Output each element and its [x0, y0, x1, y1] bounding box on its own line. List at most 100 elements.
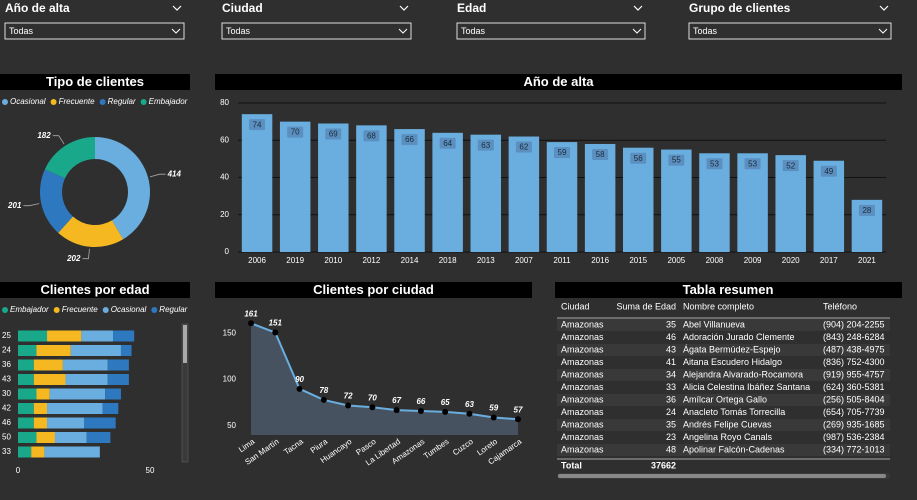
x-tick-label: 2008: [706, 256, 724, 265]
slicer-dropdown[interactable]: [688, 22, 892, 40]
slicer-value: Todas: [9, 26, 34, 36]
leader-line: [149, 173, 166, 178]
table-cell: Alicia Celestina Ibáñez Santana: [683, 382, 810, 392]
table-cell: (904) 204-2255: [823, 319, 885, 329]
panel-header: [215, 282, 532, 298]
legend-label: Ocasional: [111, 305, 147, 314]
column-header: Teléfono: [823, 301, 857, 311]
bar-segment: [70, 345, 121, 356]
point: [442, 408, 449, 415]
bar-segment: [54, 432, 87, 443]
bar: [279, 121, 311, 252]
leader-line: [23, 203, 40, 207]
bar: [432, 132, 463, 252]
bar-segment: [65, 374, 108, 385]
legend-label: Frecuente: [62, 305, 99, 314]
slicer-chevron[interactable]: [633, 5, 643, 11]
area: [251, 323, 518, 435]
dropdown-chevron[interactable]: [632, 28, 642, 34]
bar-segment: [18, 345, 37, 356]
bar: [470, 134, 502, 252]
table-cell: (836) 752-4300: [823, 357, 885, 367]
table-cell: Anacleto Tomás Torrecilla: [683, 407, 785, 417]
table-row: [557, 331, 890, 344]
bar-segment: [33, 403, 48, 414]
legend-swatch: [140, 99, 147, 105]
scrollbar-thumb[interactable]: [183, 325, 187, 363]
table-cell: 41: [666, 357, 676, 367]
table-row: [557, 344, 890, 356]
leader-line: [82, 248, 90, 260]
bar: [546, 142, 578, 252]
data-label: 151: [269, 319, 283, 328]
scrollbar-thumb[interactable]: [558, 474, 886, 478]
legend-label: Regular: [108, 97, 136, 106]
data-label-box: [249, 119, 266, 131]
point: [345, 402, 352, 409]
dropdown-chevron[interactable]: [171, 28, 181, 34]
donut-slice: [58, 216, 124, 247]
data-label: 202: [66, 254, 81, 263]
y-tick-label: 20: [220, 210, 229, 219]
data-label: 90: [295, 375, 304, 384]
legend-swatch: [53, 307, 60, 313]
bar-segment: [18, 417, 34, 429]
donut-slice: [95, 137, 150, 240]
x-tick-label: 2020: [782, 256, 800, 265]
total-label: Total: [561, 460, 582, 470]
table-cell: Amazonas: [561, 432, 604, 442]
y-tick-label: 33: [2, 447, 11, 456]
data-label: 49: [824, 167, 833, 176]
panel-header: [0, 282, 190, 298]
point: [393, 407, 400, 414]
table-cell: Amazonas: [561, 344, 604, 354]
bar-segment: [33, 417, 48, 429]
table-cell: 34: [666, 369, 676, 379]
bar-segment: [49, 388, 106, 400]
slicer-value: Todas: [693, 26, 718, 36]
slicer-chevron[interactable]: [172, 5, 182, 11]
data-label: 58: [596, 150, 605, 159]
bar-segment: [84, 417, 116, 429]
slicer-dropdown[interactable]: [4, 22, 185, 40]
data-label: 65: [441, 398, 450, 407]
y-tick-label: 46: [2, 418, 11, 427]
point: [248, 320, 254, 327]
data-label-box: [287, 126, 304, 138]
bar-segment: [86, 432, 111, 443]
y-tick-label: 40: [220, 173, 229, 182]
slicer-dropdown[interactable]: [221, 22, 412, 40]
bar-segment: [120, 345, 132, 356]
bar: [661, 149, 692, 252]
table-cell: 33: [666, 382, 676, 392]
bar-segment: [105, 388, 121, 400]
slicer-chevron[interactable]: [879, 5, 889, 11]
table-cell: (487) 438-4975: [823, 344, 885, 354]
dropdown-chevron[interactable]: [398, 28, 408, 34]
scrollbar-track[interactable]: [181, 323, 189, 463]
panel-title: Clientes por ciudad: [313, 282, 434, 297]
data-label-box: [782, 160, 799, 172]
legend-label: Regular: [159, 305, 187, 314]
data-label: 64: [443, 139, 452, 148]
x-tick-label: 2005: [667, 256, 685, 265]
slicer-value: Todas: [226, 26, 251, 36]
table-cell: (334) 772-1013: [823, 444, 885, 454]
table-cell: Amazonas: [561, 394, 604, 404]
x-tick-label: 2010: [324, 256, 342, 265]
y-tick-label: 30: [2, 389, 11, 398]
table-cell: (843) 248-6284: [823, 332, 885, 342]
column-header: Nombre completo: [683, 301, 754, 311]
table-row: [557, 419, 890, 431]
panel-title: Tabla resumen: [683, 282, 774, 297]
bar-segment: [18, 432, 37, 443]
point: [490, 414, 497, 421]
dropdown-chevron[interactable]: [878, 28, 888, 34]
legend-label: Ocasional: [10, 97, 46, 106]
slicer-chevron[interactable]: [399, 5, 409, 11]
table-cell: Amazonas: [561, 369, 604, 379]
bar-segment: [33, 359, 63, 371]
leader-line: [52, 135, 65, 145]
slicer-dropdown[interactable]: [456, 22, 646, 40]
donut-slice: [39, 169, 73, 233]
